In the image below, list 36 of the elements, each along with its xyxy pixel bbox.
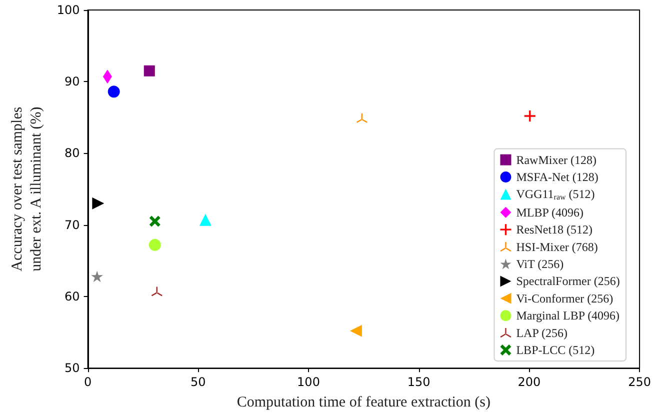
- legend-label: LBP-LCC (512): [516, 343, 595, 357]
- legend-label: HSI-Mixer (768): [516, 240, 598, 254]
- legend-label: RawMixer (128): [516, 152, 597, 167]
- point: [148, 238, 161, 251]
- point: [149, 216, 160, 227]
- legend-label: ResNet18 (512): [516, 222, 593, 237]
- x-tick-label: 200: [518, 375, 541, 390]
- x-tick-label: 50: [190, 375, 206, 390]
- x-tick-label: 100: [297, 375, 320, 390]
- y-tick-label: 90: [64, 74, 80, 89]
- point: [350, 324, 362, 337]
- legend-label: ViT (256): [516, 257, 564, 271]
- x-tick-label: 0: [84, 375, 92, 390]
- y-tick-label: 100: [56, 3, 80, 17]
- point: [108, 86, 120, 98]
- x-tick-label: 250: [628, 375, 651, 390]
- legend-label: MLBP (4096): [516, 205, 584, 220]
- point: [91, 270, 104, 282]
- x-tick-label: 150: [407, 375, 430, 390]
- legend-label: SpectralFormer (256): [516, 274, 620, 288]
- y-axis-title: Accuracy over test samples under ext. A illuminant (%): [10, 106, 44, 272]
- point: [199, 214, 212, 226]
- y-tick-label: 60: [64, 289, 80, 304]
- legend-label: Vi-Conformer (256): [516, 291, 614, 306]
- point: [144, 65, 155, 76]
- y-tick-label: 50: [64, 361, 80, 376]
- legend-label: LAP (256): [516, 326, 568, 340]
- legend-label: Marginal LBP (4096): [516, 308, 620, 323]
- y-tick-label: 80: [64, 146, 80, 160]
- point: [92, 197, 104, 210]
- x-axis-title: Computation time of feature extraction (s): [236, 394, 491, 410]
- point: [151, 286, 162, 296]
- y-tick-label: 70: [64, 218, 80, 232]
- point: [356, 113, 368, 123]
- point: [524, 110, 536, 122]
- legend-label: MSFA-Net (128): [516, 170, 598, 184]
